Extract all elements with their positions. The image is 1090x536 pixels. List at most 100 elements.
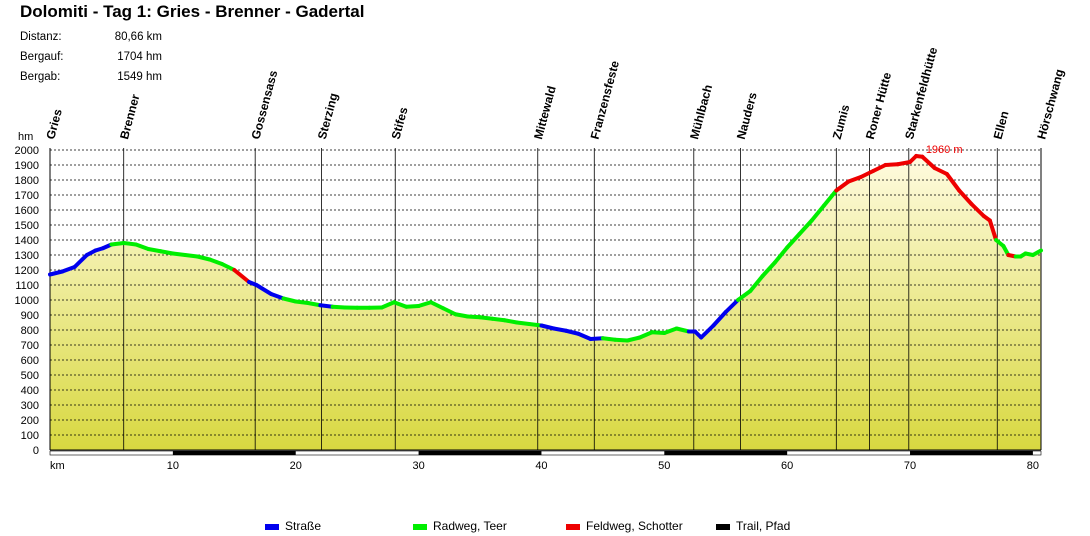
waypoint-label: Starkenfeldhütte [902, 45, 940, 140]
legend-item-feldweg: Feldweg, Schotter [566, 519, 683, 533]
x-axis-scale-segment [910, 451, 1033, 455]
profile-segment [183, 253, 200, 259]
profile-segment [527, 322, 544, 328]
profile-segment [883, 162, 900, 167]
stat-label: Distanz: [20, 31, 62, 43]
legend-swatch [566, 523, 580, 530]
waypoint-label: Mühlbach [687, 83, 715, 141]
profile-segment [987, 218, 999, 242]
y-tick-label: 700 [21, 340, 39, 352]
profile-segment [416, 300, 433, 308]
profile-segment [772, 245, 790, 265]
x-tick-label: 10 [167, 460, 179, 472]
waypoint-label: Gossensass [249, 69, 281, 141]
y-tick-label: 1800 [15, 175, 39, 187]
profile-segment [748, 274, 765, 293]
profile-segment [650, 330, 667, 335]
y-tick-label: 600 [21, 355, 39, 367]
legend-swatch [265, 523, 279, 530]
profile-segment [478, 315, 495, 321]
profile-segment [809, 203, 827, 223]
x-tick-label: 20 [290, 460, 302, 472]
elevation-area [50, 156, 1041, 450]
x-axis-scale-segment [172, 451, 296, 455]
chart-title: Dolomiti - Tag 1: Gries - Brenner - Gade… [20, 2, 365, 21]
waypoint-label: Nauders [734, 90, 760, 140]
y-tick-label: 0 [33, 445, 39, 457]
stat-value: 80,66 km [114, 31, 162, 43]
waypoint-label: Sterzing [315, 91, 341, 140]
waypoint-label: Franzensfeste [588, 59, 622, 141]
x-axis-scale-segment [418, 451, 542, 455]
profile-segment [379, 300, 397, 310]
y-tick-label: 1700 [15, 190, 39, 202]
y-tick-label: 400 [21, 385, 39, 397]
profile-segment [969, 202, 986, 218]
y-tick-label: 800 [21, 325, 39, 337]
stat-value: 1704 hm [117, 51, 162, 63]
y-tick-label: 1500 [15, 220, 39, 232]
profile-segment [220, 262, 237, 272]
y-tick-label: 2000 [15, 145, 39, 157]
x-axis-label: km [50, 460, 65, 472]
profile-segment [60, 265, 77, 274]
waypoint-label: Gries [43, 107, 65, 141]
x-tick-label: 80 [1027, 460, 1039, 472]
legend-label: Straße [285, 519, 322, 533]
profile-segment [392, 300, 409, 309]
profile-segment [1030, 248, 1043, 257]
y-tick-label: 1300 [15, 250, 39, 262]
profile-segment [158, 249, 175, 256]
profile-segment [637, 330, 655, 340]
profile-segment [428, 300, 446, 311]
x-tick-label: 70 [904, 460, 916, 472]
profile-segment [723, 298, 741, 314]
stat-value: 1549 hm [117, 71, 162, 83]
peak-label: 1960 m [926, 144, 963, 156]
legend-swatch [716, 523, 730, 530]
y-tick-label: 1900 [15, 160, 39, 172]
y-tick-label: 1000 [15, 295, 39, 307]
profile-segment [306, 301, 323, 308]
x-tick-label: 30 [412, 460, 424, 472]
profile-segment [293, 299, 311, 305]
profile-segment [944, 172, 962, 193]
profile-segment [207, 257, 225, 266]
stat-label: Bergab: [20, 71, 61, 83]
y-tick-label: 500 [21, 370, 39, 382]
profile-segment [281, 296, 298, 304]
y-tick-label: 1100 [15, 280, 39, 292]
y-tick-label: 1400 [15, 235, 39, 247]
profile-segment [48, 269, 65, 277]
profile-segment [502, 318, 519, 325]
profile-segment [269, 292, 286, 301]
profile-segment [109, 241, 126, 247]
stat-label: Bergauf: [20, 51, 64, 63]
y-tick-label: 1200 [15, 265, 39, 277]
profile-segment [170, 251, 188, 257]
profile-segment [699, 323, 716, 340]
profile-segment [404, 304, 421, 309]
x-tick-label: 60 [781, 460, 793, 472]
profile-segment [453, 312, 470, 319]
waypoint-label: Stifes [389, 105, 411, 141]
profile-segment [564, 328, 581, 336]
profile-segment [551, 326, 569, 333]
profile-segment [441, 306, 458, 317]
x-tick-label: 50 [658, 460, 670, 472]
waypoint-label: Zumis [830, 103, 853, 141]
profile-segment [760, 260, 777, 278]
y-axis-label: hm [18, 131, 33, 143]
profile-segment [146, 247, 163, 254]
x-tick-label: 40 [535, 460, 547, 472]
profile-segment [318, 303, 335, 309]
profile-segment [195, 254, 212, 262]
y-tick-label: 200 [21, 415, 39, 427]
profile-segment [834, 179, 851, 193]
profile-segment [895, 160, 913, 167]
y-tick-label: 1600 [15, 205, 39, 217]
legend-item-trail: Trail, Pfad [716, 519, 790, 533]
legend-swatch [413, 523, 427, 530]
waypoint-label: Ellen [991, 109, 1012, 140]
